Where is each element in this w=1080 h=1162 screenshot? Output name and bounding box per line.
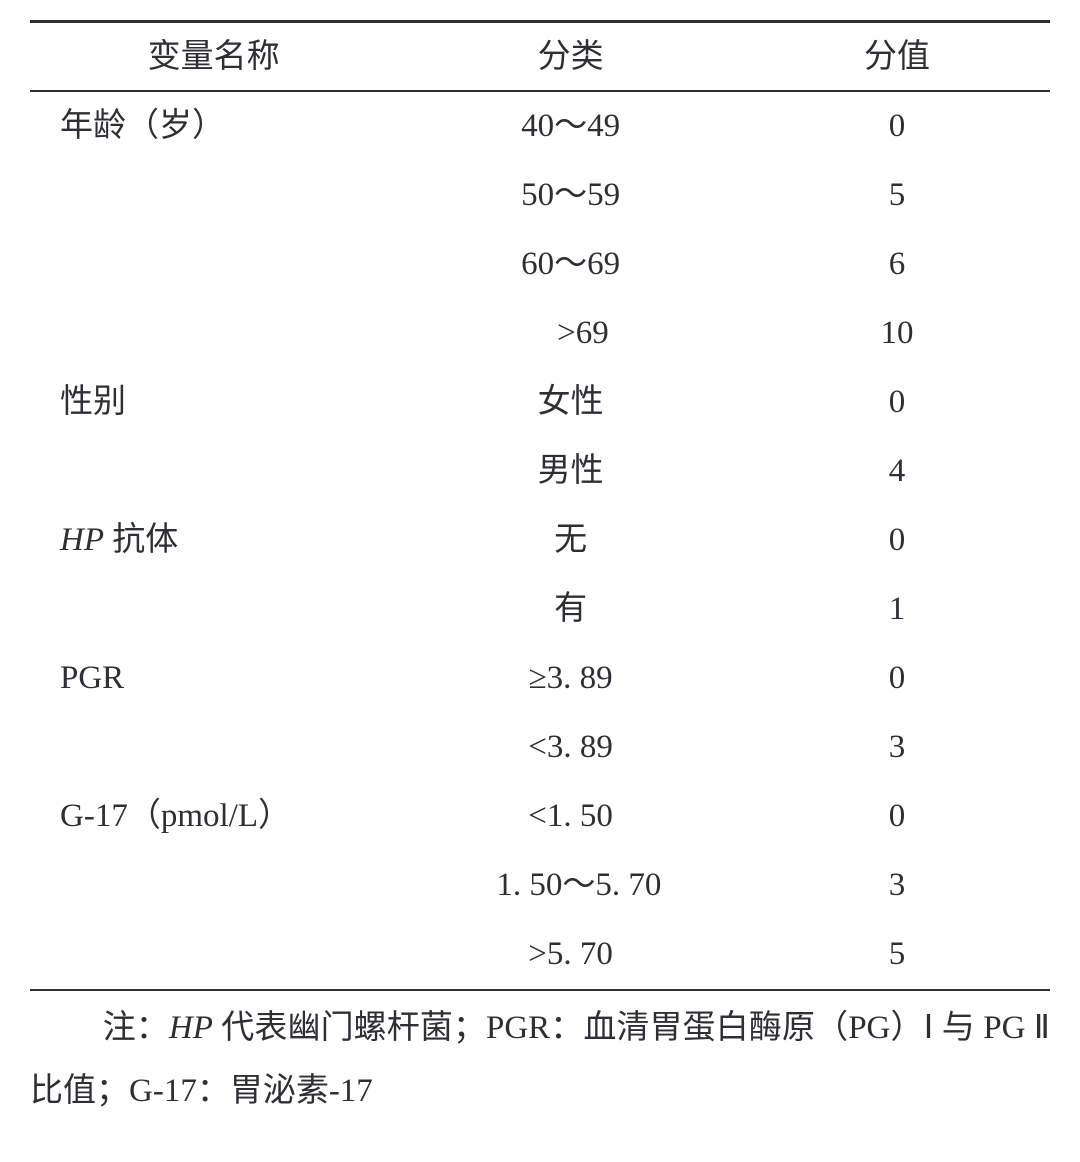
cell-category: ≥3. 89 xyxy=(397,644,744,713)
hp-italic: HP xyxy=(60,522,104,558)
table-row: HP 抗体 无 0 xyxy=(30,506,1050,575)
footnote-lead: 注： xyxy=(103,1010,169,1046)
cell-variable: 年龄（岁） xyxy=(30,91,397,161)
table-row: 年龄（岁） 40～49 0 xyxy=(30,91,1050,161)
cell-category: 有 xyxy=(397,575,744,644)
col-header-variable: 变量名称 xyxy=(30,22,397,92)
table-footnote: 注：HP 代表幽门螺杆菌；PGR：血清胃蛋白酶原（PG）Ⅰ 与 PG Ⅱ比值；G… xyxy=(30,991,1050,1122)
cell-score: 0 xyxy=(744,782,1050,851)
cell-category: 1. 50～5. 70 xyxy=(397,851,744,920)
cell-category: 无 xyxy=(397,506,744,575)
cell-score: 6 xyxy=(744,230,1050,299)
cell-score: 0 xyxy=(744,368,1050,437)
table-header-row: 变量名称 分类 分值 xyxy=(30,22,1050,92)
cell-category: <1. 50 xyxy=(397,782,744,851)
cell-variable xyxy=(30,161,397,230)
cell-category: >5. 70 xyxy=(397,920,744,990)
scoring-table: 变量名称 分类 分值 年龄（岁） 40～49 0 50～59 5 60～69 6 xyxy=(30,20,1050,991)
table-row: >5. 70 5 xyxy=(30,920,1050,990)
cell-score: 5 xyxy=(744,161,1050,230)
cell-score: 0 xyxy=(744,506,1050,575)
cell-variable xyxy=(30,713,397,782)
cell-score: 0 xyxy=(744,91,1050,161)
cell-category: 女性 xyxy=(397,368,744,437)
cell-variable: G-17（pmol/L） xyxy=(30,782,397,851)
cell-variable: HP 抗体 xyxy=(30,506,397,575)
col-header-category: 分类 xyxy=(397,22,744,92)
table-row: 有 1 xyxy=(30,575,1050,644)
table-row: 60～69 6 xyxy=(30,230,1050,299)
cell-category: <3. 89 xyxy=(397,713,744,782)
hp-rest: 抗体 xyxy=(104,522,178,558)
cell-score: 0 xyxy=(744,644,1050,713)
cell-category: 40～49 xyxy=(397,91,744,161)
cell-score: 5 xyxy=(744,920,1050,990)
cell-category: 60～69 xyxy=(397,230,744,299)
cell-variable xyxy=(30,230,397,299)
cell-score: 1 xyxy=(744,575,1050,644)
table-row: PGR ≥3. 89 0 xyxy=(30,644,1050,713)
cell-category: 50～59 xyxy=(397,161,744,230)
cell-variable: PGR xyxy=(30,644,397,713)
scoring-table-page: 变量名称 分类 分值 年龄（岁） 40～49 0 50～59 5 60～69 6 xyxy=(0,0,1080,1162)
table-row: 性别 女性 0 xyxy=(30,368,1050,437)
cell-score: 4 xyxy=(744,437,1050,506)
cell-score: 3 xyxy=(744,851,1050,920)
cell-variable xyxy=(30,851,397,920)
table-row: 50～59 5 xyxy=(30,161,1050,230)
cell-score: 3 xyxy=(744,713,1050,782)
cell-category: >69 xyxy=(397,299,744,368)
table-row: >69 10 xyxy=(30,299,1050,368)
cell-variable xyxy=(30,437,397,506)
table-row: <3. 89 3 xyxy=(30,713,1050,782)
cell-variable xyxy=(30,575,397,644)
footnote-hp-italic: HP xyxy=(169,1010,213,1046)
cell-variable xyxy=(30,920,397,990)
cell-score: 10 xyxy=(744,299,1050,368)
cell-category: 男性 xyxy=(397,437,744,506)
cell-variable xyxy=(30,299,397,368)
cell-variable: 性别 xyxy=(30,368,397,437)
col-header-score: 分值 xyxy=(744,22,1050,92)
table-row: 1. 50～5. 70 3 xyxy=(30,851,1050,920)
table-row: G-17（pmol/L） <1. 50 0 xyxy=(30,782,1050,851)
table-row: 男性 4 xyxy=(30,437,1050,506)
